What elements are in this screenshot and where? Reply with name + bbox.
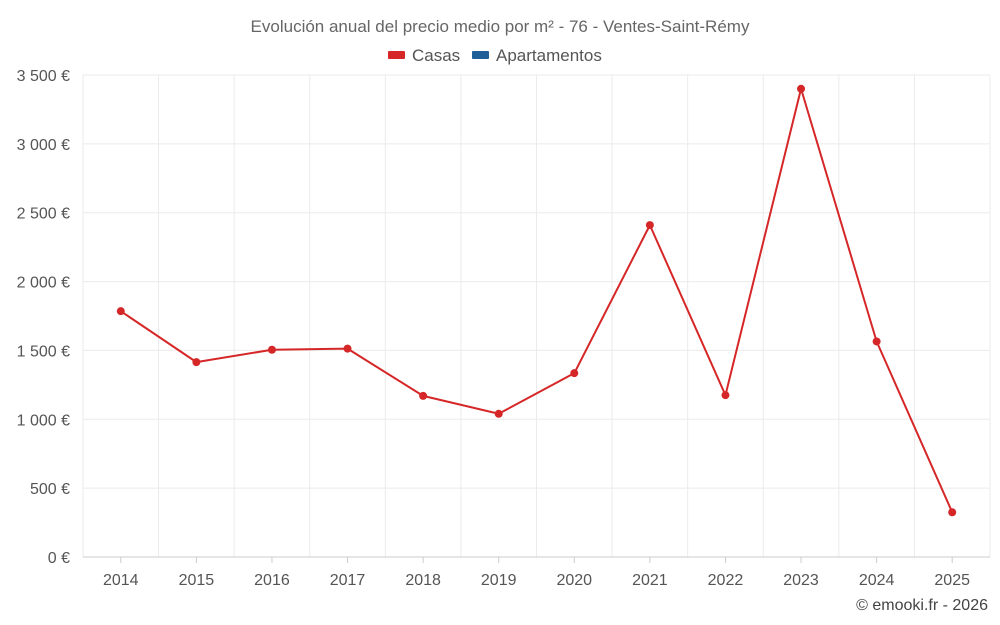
- y-tick-label: 500 €: [30, 481, 70, 498]
- x-tick-label: 2022: [708, 572, 744, 589]
- legend-label-apartamentos: Apartamentos: [496, 46, 602, 65]
- data-point-casas-2021[interactable]: [645, 221, 654, 230]
- data-point-casas-2015[interactable]: [192, 358, 201, 367]
- x-axis: 2014 2015 2016 2017 2018 2019 2020 2021 2022 2023…: [83, 556, 990, 589]
- x-tick-label: 2023: [783, 572, 819, 589]
- data-point-casas-2023[interactable]: [797, 84, 806, 93]
- legend[interactable]: Casas Apartamentos: [388, 46, 602, 65]
- chart-title: Evolución anual del precio medio por m² …: [251, 17, 750, 36]
- x-tick-label: 2019: [481, 572, 517, 589]
- legend-item-apartamentos[interactable]: Apartamentos: [472, 46, 602, 65]
- y-tick-label: 3 500 €: [17, 68, 70, 85]
- data-point-casas-2025[interactable]: [948, 508, 957, 517]
- x-tick-label: 2020: [556, 572, 592, 589]
- x-tick-label: 2017: [330, 572, 366, 589]
- y-tick-label: 0 €: [48, 550, 70, 567]
- x-tick-label: 2015: [179, 572, 215, 589]
- y-tick-label: 1 000 €: [17, 412, 70, 429]
- data-point-casas-2014[interactable]: [116, 307, 125, 316]
- legend-swatch-apartamentos: [472, 51, 489, 59]
- data-point-casas-2019[interactable]: [494, 409, 503, 418]
- x-tick-label: 2014: [103, 572, 139, 589]
- x-tick-label: 2025: [934, 572, 970, 589]
- x-tick-label: 2018: [405, 572, 441, 589]
- y-tick-label: 2 500 €: [17, 206, 70, 223]
- legend-label-casas: Casas: [412, 46, 460, 65]
- series-line-casas: [120, 87, 954, 513]
- y-axis: 0 € 500 € 1 000 € 1 500 € 2 000 € 2 500 € 3 00…: [17, 68, 70, 567]
- data-point-casas-2016[interactable]: [267, 345, 276, 354]
- y-tick-label: 2 000 €: [17, 275, 70, 292]
- data-point-casas-2020[interactable]: [570, 369, 579, 378]
- x-tick-label: 2024: [859, 572, 895, 589]
- y-tick-label: 1 500 €: [17, 343, 70, 360]
- data-point-casas-2017[interactable]: [343, 344, 352, 353]
- legend-item-casas[interactable]: Casas: [388, 46, 460, 65]
- data-point-casas-2022[interactable]: [721, 391, 730, 400]
- data-point-casas-2018[interactable]: [419, 391, 428, 400]
- legend-swatch-casas: [388, 51, 405, 59]
- y-tick-label: 3 000 €: [17, 137, 70, 154]
- series-casas: [116, 84, 957, 517]
- x-tick-label: 2016: [254, 572, 290, 589]
- credit-text: © emooki.fr - 2026: [856, 597, 988, 614]
- data-point-casas-2024[interactable]: [872, 337, 881, 346]
- gridlines: [82, 74, 991, 557]
- x-tick-label: 2021: [632, 572, 668, 589]
